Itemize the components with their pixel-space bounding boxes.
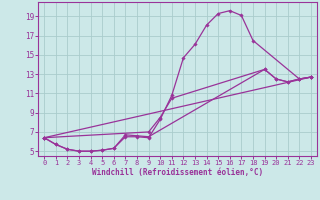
X-axis label: Windchill (Refroidissement éolien,°C): Windchill (Refroidissement éolien,°C) bbox=[92, 168, 263, 177]
